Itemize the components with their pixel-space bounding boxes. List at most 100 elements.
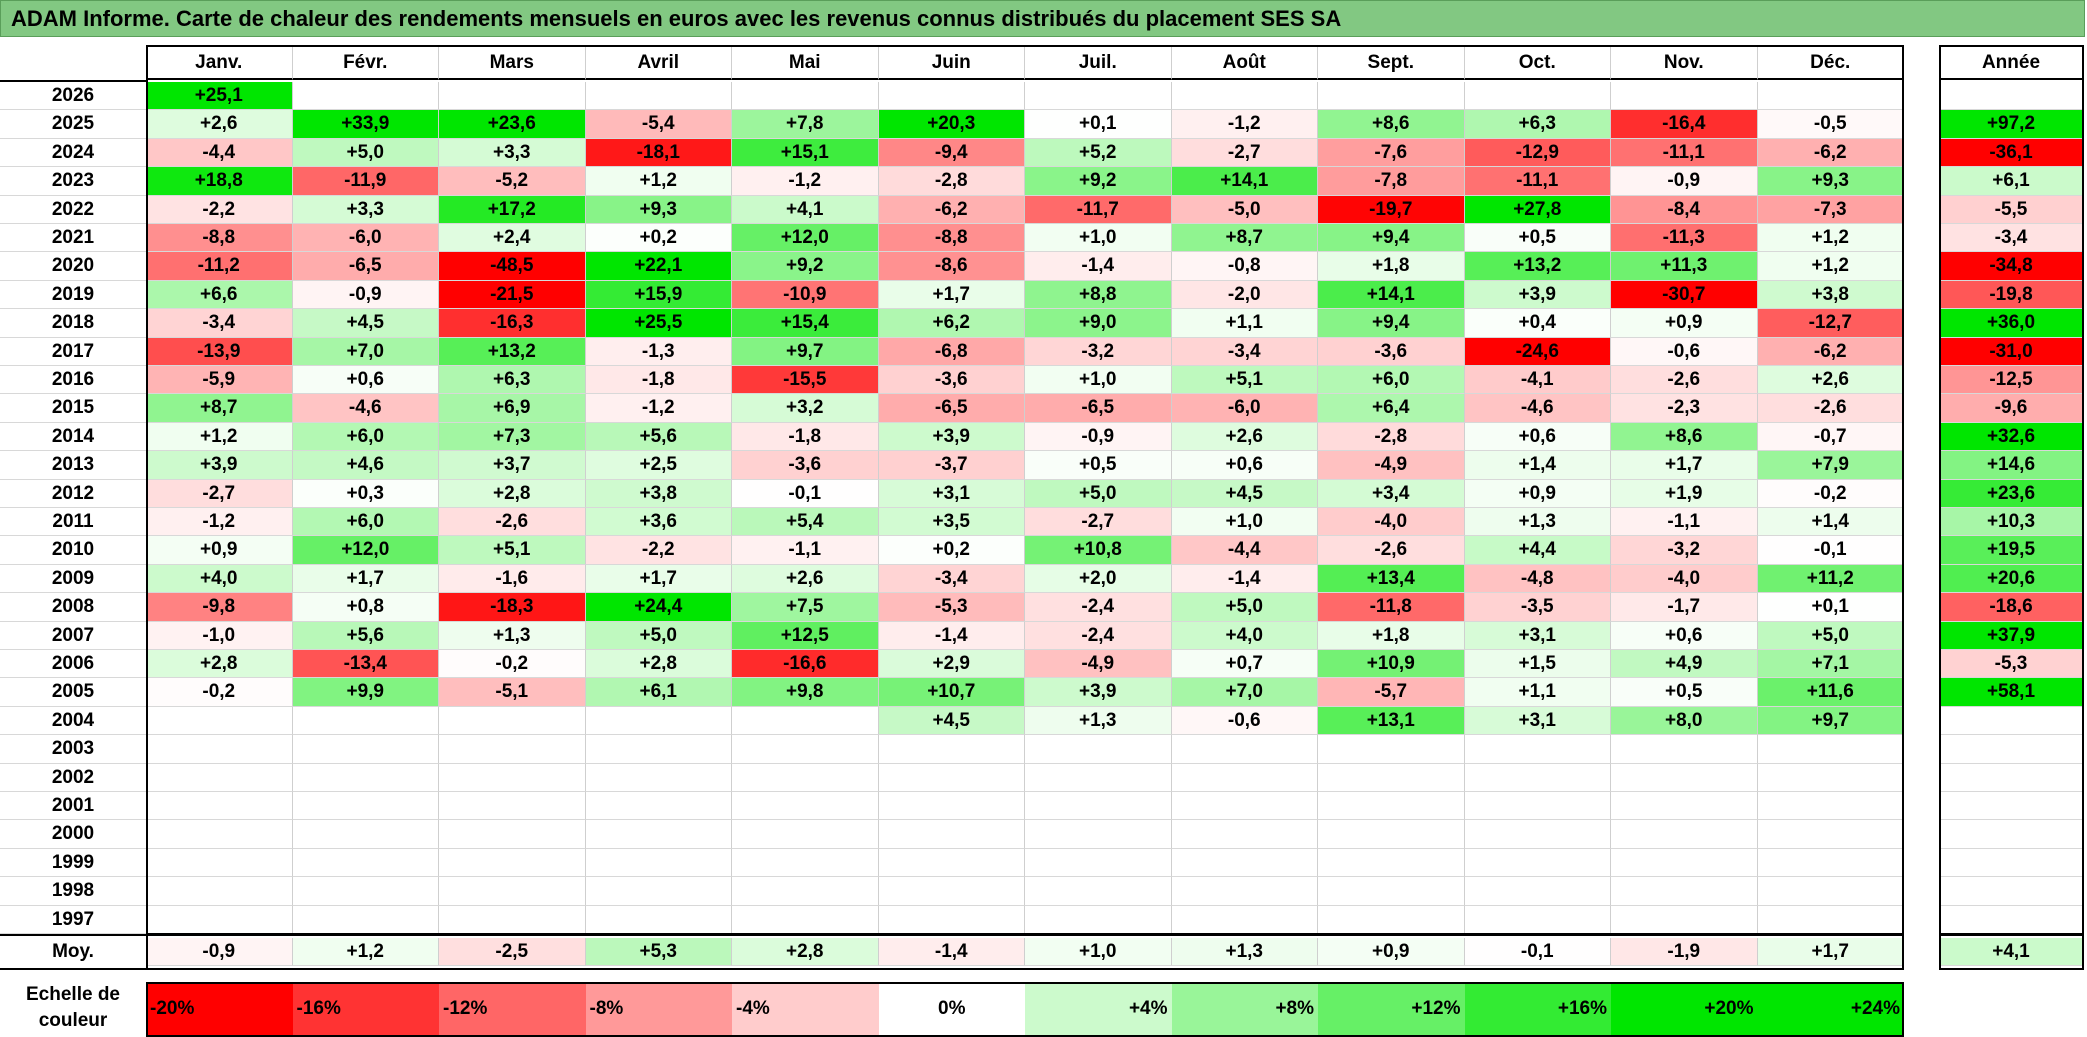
- heatmap-cell: [292, 877, 439, 906]
- heatmap-cell: +22,1: [585, 252, 732, 281]
- year-label: 2021: [0, 224, 146, 253]
- year-label: 2024: [0, 138, 146, 168]
- heatmap-cell: -11,7: [1025, 195, 1172, 224]
- heatmap-cell: +9,4: [1318, 309, 1465, 338]
- heatmap-cell: [878, 820, 1025, 849]
- heatmap-cell: +7,1: [1757, 650, 1904, 679]
- year-label: 2018: [0, 309, 146, 338]
- heatmap-cell: [585, 706, 732, 736]
- heatmap-cell: [146, 735, 293, 764]
- year-label: 2014: [0, 422, 146, 452]
- heatmap-cell: -13,9: [146, 337, 293, 366]
- heatmap-cell: +2,8: [585, 650, 732, 679]
- month-header: Juin: [878, 45, 1025, 80]
- heatmap-cell: -6,2: [878, 195, 1025, 224]
- heatmap-cell: -15,5: [732, 366, 879, 395]
- annual-cell: -34,8: [1939, 252, 2084, 281]
- heatmap-cell: -2,4: [1025, 593, 1172, 622]
- heatmap-cell: +6,1: [585, 678, 732, 707]
- heatmap-cell: [878, 905, 1025, 934]
- color-scale-stop: +8%: [1171, 982, 1318, 1035]
- color-scale-stop: -8%: [585, 982, 732, 1035]
- year-label: 2007: [0, 621, 146, 650]
- heatmap-cell: -2,6: [1318, 536, 1465, 565]
- heatmap-cell: +12,0: [292, 536, 439, 565]
- color-scale-stop: 0%: [878, 982, 1025, 1035]
- heatmap-cell: -12,7: [1757, 309, 1904, 338]
- heatmap-cell: -3,4: [146, 309, 293, 338]
- heatmap-cell: -3,6: [878, 366, 1025, 395]
- heatmap-cell: +3,3: [439, 138, 586, 168]
- heatmap-cell: [439, 905, 586, 934]
- heatmap-cell: +3,1: [1464, 706, 1611, 736]
- heatmap-cell: +6,3: [439, 366, 586, 395]
- heatmap-cell: [878, 848, 1025, 878]
- heatmap-cell: [1611, 820, 1758, 849]
- heatmap-cell: -6,8: [878, 337, 1025, 366]
- heatmap-cell: -1,2: [585, 394, 732, 423]
- annual-cell: +14,6: [1939, 451, 2084, 480]
- heatmap-cell: +25,1: [146, 82, 293, 111]
- annual-cell: -19,8: [1939, 280, 2084, 310]
- heatmap-cell: +15,1: [732, 138, 879, 168]
- heatmap-cell: +8,8: [1025, 280, 1172, 310]
- year-label: 2015: [0, 394, 146, 423]
- heatmap-cell: [1318, 905, 1465, 934]
- color-scale-stop: +4%: [1025, 982, 1172, 1035]
- heatmap-cell: -3,7: [878, 451, 1025, 480]
- heatmap-cell: [585, 792, 732, 821]
- heatmap-cell: +0,9: [146, 536, 293, 565]
- year-label: 2022: [0, 195, 146, 224]
- heatmap-cell: [1025, 792, 1172, 821]
- heatmap-cell: +3,2: [732, 394, 879, 423]
- heatmap-cell: -0,6: [1171, 706, 1318, 736]
- heatmap-cell: [732, 706, 879, 736]
- heatmap-cell: +0,3: [292, 479, 439, 508]
- heatmap-cell: +4,5: [1171, 479, 1318, 508]
- heatmap-cell: -6,0: [292, 224, 439, 253]
- annual-cell: -36,1: [1939, 138, 2084, 168]
- heatmap-cell: [1464, 877, 1611, 906]
- month-header: Juil.: [1025, 45, 1172, 80]
- color-scale-stop: +12%: [1318, 982, 1465, 1035]
- year-label: 2025: [0, 110, 146, 139]
- average-bottom-separator: [0, 968, 146, 970]
- year-label: 2006: [0, 650, 146, 679]
- heatmap-cell: -13,4: [292, 650, 439, 679]
- average-cell: +0,9: [1318, 938, 1465, 966]
- heatmap-cell: [1025, 877, 1172, 906]
- heatmap-cell: -6,0: [1171, 394, 1318, 423]
- year-label: 2004: [0, 706, 146, 736]
- heatmap-cell: +5,0: [292, 138, 439, 168]
- heatmap-cell: [1318, 735, 1465, 764]
- heatmap-cell: [1025, 848, 1172, 878]
- month-header: Nov.: [1611, 45, 1758, 80]
- heatmap-cell: +3,8: [585, 479, 732, 508]
- heatmap-cell: +2,4: [439, 224, 586, 253]
- month-header: Janv.: [146, 45, 293, 80]
- heatmap-cell: -0,7: [1757, 422, 1904, 452]
- year-label: 2026: [0, 82, 146, 111]
- heatmap-cell: -2,6: [1757, 394, 1904, 423]
- heatmap-cell: +24,4: [585, 593, 732, 622]
- heatmap-cell: [1611, 877, 1758, 906]
- heatmap-cell: -2,8: [878, 167, 1025, 196]
- heatmap-cell: +3,8: [1757, 280, 1904, 310]
- heatmap-cell: +0,6: [1464, 422, 1611, 452]
- heatmap-cell: +5,1: [439, 536, 586, 565]
- heatmap-cell: +2,5: [585, 451, 732, 480]
- color-scale-label-line2: couleur: [38, 1010, 108, 1031]
- heatmap-cell: -2,0: [1171, 280, 1318, 310]
- annual-cell: +37,9: [1939, 621, 2084, 650]
- heatmap-cell: +9,4: [1318, 224, 1465, 253]
- heatmap-cell: +1,1: [1464, 678, 1611, 707]
- heatmap-cell: -2,7: [1025, 508, 1172, 537]
- heatmap-cell: [585, 848, 732, 878]
- heatmap-cell: -3,4: [878, 564, 1025, 594]
- heatmap-cell: +23,6: [439, 110, 586, 139]
- heatmap-cell: -5,2: [439, 167, 586, 196]
- heatmap-cell: -1,0: [146, 621, 293, 650]
- heatmap-cell: -2,3: [1611, 394, 1758, 423]
- heatmap-cell: -11,2: [146, 252, 293, 281]
- heatmap-cell: +3,1: [878, 479, 1025, 508]
